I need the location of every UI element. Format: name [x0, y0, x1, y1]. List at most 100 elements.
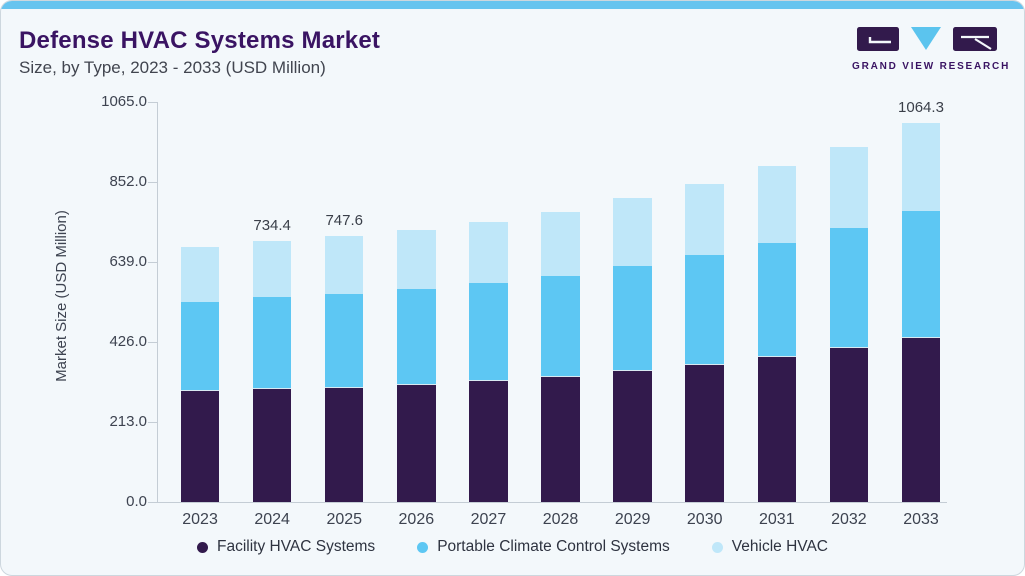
- bar-column-2033: 1064.3 2033: [885, 99, 957, 528]
- bar-column-2023: 2023: [164, 102, 236, 528]
- bar-segment: [613, 370, 652, 502]
- y-tick-mark: [148, 262, 157, 263]
- bar-segment: [252, 388, 292, 502]
- page-title: Defense HVAC Systems Market: [19, 27, 381, 54]
- stacked-bar: [324, 236, 364, 502]
- bars-container: 2023 734.4 2024 747.6 2025 2026 2027 2028 2029 20…: [164, 99, 957, 528]
- x-tick-label: 2029: [614, 511, 651, 528]
- x-tick-label: 2027: [470, 511, 507, 528]
- bar-segment: [541, 375, 580, 502]
- stacked-bar: [469, 222, 508, 502]
- bar-segment: [324, 294, 364, 387]
- legend-item: Portable Climate Control Systems: [417, 538, 670, 556]
- bar-segment: [901, 336, 941, 502]
- y-tick-mark: [148, 182, 157, 183]
- bar-segment: [252, 297, 292, 389]
- x-tick-label: 2023: [182, 511, 218, 528]
- x-tick-label: 2026: [398, 511, 435, 528]
- y-tick-label: 213.0: [109, 413, 147, 430]
- stacked-bar: [685, 183, 724, 502]
- plot-area: 2023 734.4 2024 747.6 2025 2026 2027 2028 2029 20…: [157, 99, 947, 528]
- legend-label: Portable Climate Control Systems: [437, 538, 670, 555]
- stacked-bar: [397, 230, 436, 502]
- bar-segment: [829, 227, 869, 348]
- stacked-bar: [901, 123, 941, 502]
- bar-column-2024: 734.4 2024: [236, 102, 308, 528]
- bar-segment: [397, 384, 436, 502]
- bar-segment: [613, 198, 652, 267]
- brand-accent-strip: [1, 1, 1024, 9]
- y-tick-mark: [148, 342, 157, 343]
- bar-value-label: 734.4: [253, 216, 291, 234]
- bar-segment: [180, 301, 220, 390]
- chart-legend: Facility HVAC Systems Portable Climate Co…: [1, 538, 1024, 556]
- legend-label: Vehicle HVAC: [731, 538, 828, 555]
- legend-dot-icon: [197, 541, 208, 553]
- x-tick-label: 2028: [542, 511, 579, 528]
- bar-value-label: 1064.3: [898, 99, 944, 117]
- bar-column-2030: 2030: [669, 102, 741, 528]
- bar-segment: [757, 356, 797, 502]
- bar-segment: [901, 211, 941, 337]
- stacked-bar: [757, 166, 797, 502]
- legend-item: Facility HVAC Systems: [197, 538, 375, 556]
- y-tick-label: 639.0: [109, 253, 147, 270]
- y-tick-label: 0.0: [126, 493, 147, 510]
- bar-segment: [252, 240, 292, 298]
- bar-segment: [541, 212, 580, 277]
- bar-segment: [757, 242, 797, 357]
- stacked-bar: [252, 240, 292, 502]
- bar-segment: [469, 380, 508, 502]
- x-tick-label: 2024: [254, 511, 290, 528]
- legend-label: Facility HVAC Systems: [217, 538, 376, 555]
- x-tick-label: 2031: [759, 511, 795, 528]
- bar-column-2025: 747.6 2025: [308, 102, 380, 528]
- bar-segment: [613, 266, 652, 371]
- y-tick-mark: [148, 502, 157, 503]
- y-axis: 1065.0 852.0 639.0 426.0 213.0 0.0: [59, 93, 157, 510]
- bar-segment: [180, 389, 220, 502]
- x-tick-label: 2033: [903, 511, 939, 528]
- y-tick-label: 426.0: [109, 333, 147, 350]
- stacked-bar: [180, 247, 220, 502]
- stacked-bar: [829, 146, 869, 502]
- x-tick-label: 2025: [326, 511, 363, 528]
- y-tick-label: 1065.0: [101, 93, 147, 110]
- legend-dot-icon: [711, 541, 723, 553]
- stacked-bar: [613, 198, 652, 502]
- bar-column-2031: 2031: [741, 102, 813, 528]
- legend-dot-icon: [417, 541, 429, 553]
- bar-segment: [829, 347, 869, 502]
- bar-segment: [397, 230, 436, 289]
- y-tick-label: 852.0: [109, 173, 147, 190]
- gvr-logo-text: GRAND VIEW RESEARCH: [852, 61, 1011, 72]
- bar-segment: [829, 146, 869, 228]
- bar-segment: [541, 276, 580, 376]
- page-subtitle: Size, by Type, 2023 - 2033 (USD Million): [19, 58, 326, 77]
- bar-segment: [901, 123, 941, 212]
- bar-column-2027: 2027: [452, 102, 524, 528]
- x-tick-label: 2032: [831, 511, 867, 528]
- bar-segment: [685, 255, 724, 364]
- bar-segment: [469, 282, 508, 381]
- bar-value-label: 747.6: [325, 211, 363, 229]
- bar-column-2028: 2028: [524, 102, 596, 528]
- bar-column-2029: 2029: [597, 102, 669, 528]
- y-tick-mark: [148, 102, 157, 103]
- gvr-logo-icon: [857, 27, 997, 51]
- gvr-logo: GRAND VIEW RESEARCH: [852, 27, 1011, 72]
- bar-segment: [685, 183, 724, 256]
- legend-item: Vehicle HVAC: [711, 538, 828, 556]
- bar-column-2026: 2026: [380, 102, 452, 528]
- bar-segment: [757, 166, 797, 243]
- bar-segment: [469, 222, 508, 283]
- bar-segment: [685, 363, 724, 502]
- x-tick-label: 2030: [686, 511, 723, 528]
- bar-segment: [397, 288, 436, 385]
- bar-segment: [180, 247, 220, 302]
- bar-column-2032: 2032: [813, 102, 885, 528]
- y-tick-mark: [148, 422, 157, 423]
- bar-segment: [324, 236, 364, 295]
- stacked-bar: [541, 212, 580, 502]
